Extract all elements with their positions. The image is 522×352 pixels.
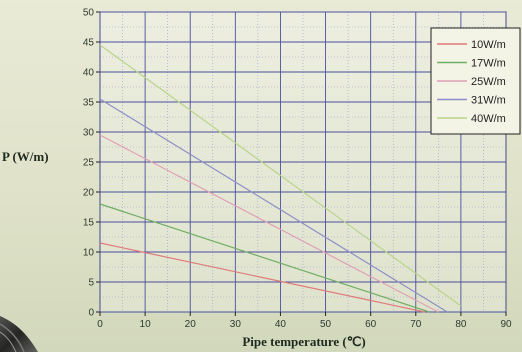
x-tick-label: 0 [97, 319, 103, 330]
x-tick-label: 50 [320, 319, 332, 330]
x-tick-label: 20 [185, 319, 197, 330]
y-axis: 0 5 10 15 20 25 30 35 40 45 50 [83, 8, 100, 319]
y-tick-label: 0 [88, 308, 94, 319]
y-tick-label: 20 [83, 188, 95, 199]
y-tick-label: 40 [83, 68, 95, 79]
major-grid [99, 11, 507, 313]
y-tick-label: 5 [88, 278, 94, 289]
y-tick-label: 35 [83, 98, 95, 109]
y-tick-label: 15 [83, 218, 95, 229]
legend: 10W/m 17W/m 25W/m 31W/m 40W/m [430, 27, 521, 135]
y-tick-label: 50 [83, 8, 95, 19]
x-tick-label: 70 [410, 319, 422, 330]
series-line-25wm [99, 134, 439, 313]
x-tick-label: 90 [500, 319, 512, 330]
series-line-17wm [99, 203, 430, 313]
x-axis: 0 10 20 30 40 50 60 70 80 90 [97, 312, 512, 330]
legend-label: 31W/m [471, 95, 506, 107]
y-axis-title: P (W/m) [2, 149, 49, 164]
x-tick-label: 10 [140, 319, 152, 330]
cable-decoration [0, 316, 38, 352]
y-tick-label: 25 [83, 158, 95, 169]
x-tick-label: 60 [365, 319, 377, 330]
series-lines [99, 44, 462, 313]
x-tick-label: 40 [275, 319, 287, 330]
legend-label: 17W/m [471, 58, 506, 70]
x-axis-title: Pipe temperature (℃) [242, 334, 365, 349]
y-tick-label: 10 [83, 248, 95, 259]
series-line-10wm [99, 242, 425, 313]
x-tick-label: 80 [455, 319, 467, 330]
x-tick-label: 30 [230, 319, 242, 330]
y-tick-label: 30 [83, 128, 95, 139]
legend-label: 40W/m [471, 113, 506, 125]
legend-label: 25W/m [471, 76, 506, 88]
y-tick-label: 45 [83, 38, 95, 49]
series-line-31wm [99, 98, 448, 313]
series-line-40wm [99, 44, 462, 307]
legend-label: 10W/m [471, 39, 506, 51]
